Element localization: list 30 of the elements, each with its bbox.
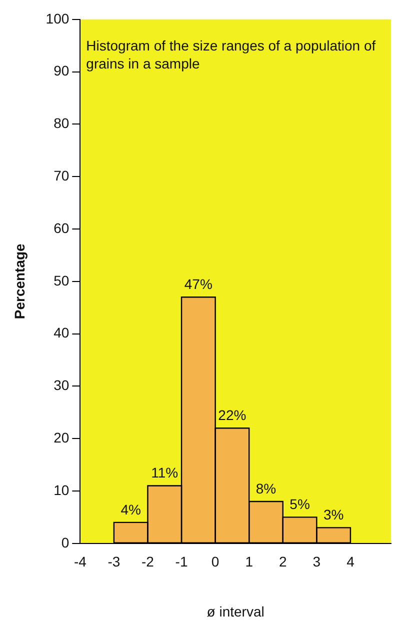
x-tick-label: 1 (245, 554, 254, 570)
x-tick-label: 2 (278, 554, 287, 570)
data-label: 22% (218, 406, 246, 423)
y-tick-label: 10 (54, 482, 70, 498)
y-tick-label: 40 (54, 324, 70, 341)
y-tick-label: 60 (54, 220, 70, 236)
text: Histogram of the size ranges of a population of grains in a sample (86, 37, 376, 72)
data-label: 11% (151, 464, 178, 481)
x-tick-label: 3 (312, 554, 321, 570)
x-tick-label: -2 (142, 554, 154, 570)
y-tick-label: 0 (61, 534, 70, 550)
x-tick-label: -1 (175, 554, 188, 570)
y-tick-label: 90 (54, 62, 70, 79)
data-label: 3% (323, 506, 344, 523)
x-axis-title: ø interval (206, 603, 264, 620)
y-tick-label: 70 (54, 167, 70, 184)
y-tick-label: 20 (54, 429, 70, 446)
x-tick-label: -3 (108, 554, 120, 570)
x-tick-label: -4 (74, 554, 87, 570)
data-label: 8% (256, 480, 276, 496)
x-tick-label: 0 (211, 554, 220, 570)
x-tick-label: 4 (346, 554, 355, 570)
data-label: 5% (290, 496, 310, 512)
data-label: 4% (120, 501, 141, 518)
y-tick-label: 80 (54, 115, 70, 132)
y-axis-title: Percentage (11, 243, 28, 320)
y-tick-label: 30 (54, 377, 70, 394)
data-label: 47% (184, 276, 212, 292)
y-tick-label: 50 (54, 272, 70, 288)
y-tick-label: 100 (46, 10, 70, 26)
